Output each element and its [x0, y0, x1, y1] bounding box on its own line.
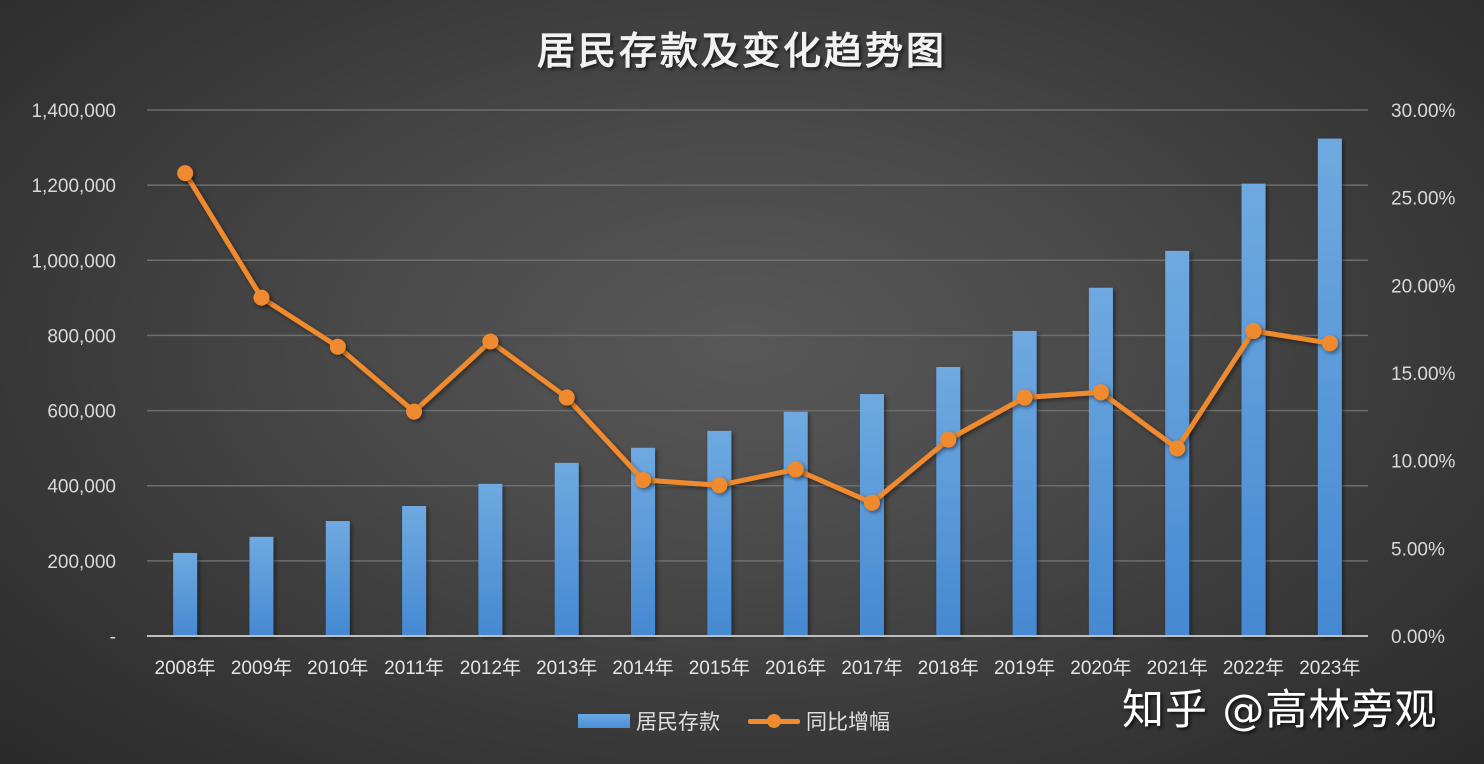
x-tick-label: 2022年 [1223, 657, 1284, 679]
line-marker[interactable] [1016, 389, 1033, 406]
x-tick-label: 2009年 [231, 657, 292, 679]
bar[interactable] [783, 411, 808, 636]
legend-item-growth[interactable]: 同比增幅 [748, 706, 890, 736]
legend-label: 同比增幅 [806, 710, 890, 734]
left-tick-label: - [110, 627, 116, 648]
bar[interactable] [1012, 330, 1037, 636]
right-tick-label: 5.00% [1391, 539, 1445, 560]
growth-polyline [183, 171, 1331, 506]
left-tick-label: 400,000 [47, 477, 116, 498]
line-marker[interactable] [711, 477, 728, 494]
bar[interactable] [1241, 183, 1266, 636]
x-tick-label: 2013年 [536, 657, 597, 679]
right-tick-label: 10.00% [1391, 452, 1456, 473]
bar[interactable] [1088, 287, 1113, 636]
right-tick-label: 0.00% [1391, 627, 1445, 648]
left-tick-label: 1,400,000 [31, 101, 116, 122]
x-tick-label: 2019年 [994, 657, 1055, 679]
bar[interactable] [554, 462, 579, 636]
bar[interactable] [402, 506, 427, 636]
line-marker[interactable] [787, 461, 804, 478]
watermark: 知乎 @高林旁观 [1122, 685, 1438, 734]
x-tick-label: 2008年 [155, 657, 216, 679]
growth-line [177, 165, 1338, 511]
x-tick-label: 2021年 [1147, 657, 1208, 679]
line-marker[interactable] [1321, 335, 1338, 352]
x-tick-label: 2016年 [765, 657, 826, 679]
right-y-axis: 0.00% 5.00% 10.00% 15.00% 20.00% 25.00% 30.00% [1391, 101, 1456, 648]
bar[interactable] [859, 394, 884, 636]
right-tick-label: 25.00% [1391, 189, 1456, 210]
line-marker[interactable] [406, 403, 423, 420]
line-marker[interactable] [329, 338, 346, 355]
chart-title: 居民存款及变化趋势图 [536, 29, 947, 73]
bar[interactable] [1317, 138, 1342, 636]
legend: 居民存款 同比增幅 [578, 706, 890, 736]
line-marker[interactable] [177, 165, 194, 182]
right-tick-label: 20.00% [1391, 276, 1456, 297]
x-tick-label: 2018年 [918, 657, 979, 679]
line-marker[interactable] [1245, 322, 1262, 339]
line-marker[interactable] [863, 494, 880, 511]
left-y-axis: - 200,000 400,000 600,000 800,000 1,000,000 1,… [31, 101, 116, 648]
line-marker-swatch-icon [748, 714, 800, 728]
x-tick-label: 2014年 [612, 657, 673, 679]
bar[interactable] [478, 483, 503, 636]
bar[interactable] [249, 536, 274, 636]
left-tick-label: 1,000,000 [31, 251, 116, 272]
x-tick-label: 2012年 [460, 657, 521, 679]
legend-item-deposits[interactable]: 居民存款 [578, 706, 720, 736]
line-marker[interactable] [253, 289, 270, 306]
x-tick-label: 2010年 [307, 657, 368, 679]
bar-swatch-icon [578, 714, 630, 728]
bar[interactable] [936, 366, 961, 636]
x-tick-label: 2017年 [841, 657, 902, 679]
left-tick-label: 1,200,000 [31, 176, 116, 197]
bar[interactable] [173, 552, 198, 636]
legend-label: 居民存款 [636, 710, 720, 734]
line-marker[interactable] [1092, 384, 1109, 401]
right-tick-label: 30.00% [1391, 101, 1456, 122]
x-tick-label: 2015年 [689, 657, 750, 679]
line-marker[interactable] [940, 431, 957, 448]
bar[interactable] [325, 521, 350, 636]
bar[interactable] [707, 430, 732, 636]
left-tick-label: 800,000 [47, 326, 116, 347]
right-tick-label: 15.00% [1391, 364, 1456, 385]
left-tick-label: 200,000 [47, 552, 116, 573]
left-tick-label: 600,000 [47, 402, 116, 423]
x-axis: 2008年 2009年 2010年 2011年 2012年 2013年 2014年 2015年… [155, 657, 1361, 679]
x-tick-label: 2023年 [1299, 657, 1360, 679]
line-marker[interactable] [1169, 440, 1186, 457]
x-tick-label: 2011年 [384, 657, 444, 679]
line-marker[interactable] [635, 471, 652, 488]
line-marker[interactable] [558, 389, 575, 406]
gridlines [147, 109, 1368, 562]
x-tick-label: 2020年 [1070, 657, 1131, 679]
line-marker[interactable] [482, 333, 499, 350]
